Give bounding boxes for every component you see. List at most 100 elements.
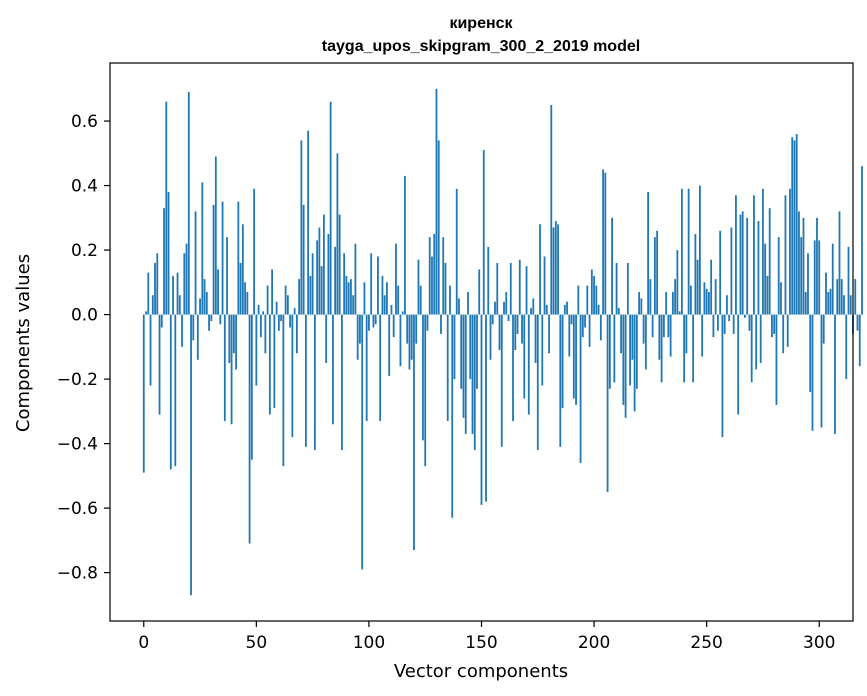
bar	[352, 295, 355, 315]
bar	[464, 314, 467, 434]
bar	[424, 314, 427, 467]
bar	[712, 314, 715, 338]
bar	[687, 188, 690, 315]
bar	[289, 314, 292, 328]
bar	[435, 88, 438, 315]
bar	[408, 314, 411, 370]
bar	[748, 314, 751, 331]
bar	[811, 314, 814, 431]
bar	[719, 230, 722, 315]
bar	[476, 314, 478, 389]
bar	[676, 250, 679, 315]
bar	[845, 314, 848, 380]
bar	[861, 166, 863, 315]
bar	[705, 288, 708, 315]
bar	[415, 314, 418, 344]
bar	[217, 269, 219, 315]
bar	[651, 314, 654, 338]
bar	[775, 314, 778, 405]
bar	[545, 304, 548, 315]
bar	[221, 201, 224, 315]
bar	[496, 262, 499, 315]
bar	[309, 275, 312, 315]
bar	[203, 279, 206, 315]
bar	[633, 314, 636, 412]
x-tick-label: 150	[465, 633, 497, 653]
bar	[584, 314, 586, 328]
bar	[685, 314, 688, 354]
bar	[604, 172, 607, 315]
bar	[494, 301, 496, 315]
y-tick-label: 0.4	[71, 177, 98, 197]
bar	[714, 279, 717, 315]
bar	[611, 217, 613, 315]
bar	[642, 314, 645, 344]
bar	[431, 256, 433, 315]
bar	[331, 314, 334, 425]
bar	[277, 314, 280, 331]
bar	[843, 295, 845, 315]
bar	[257, 304, 260, 315]
bar	[649, 279, 652, 315]
bar	[286, 295, 289, 315]
bar	[554, 221, 557, 315]
x-tick-label: 100	[353, 633, 385, 653]
bar	[241, 224, 244, 315]
bar	[262, 311, 265, 315]
bar	[282, 314, 285, 467]
bar	[674, 279, 677, 315]
bar	[678, 311, 681, 315]
x-axis-label: Vector components	[394, 661, 568, 682]
bar	[820, 314, 823, 428]
bar	[764, 243, 767, 315]
bar	[183, 253, 186, 315]
bar	[192, 314, 195, 341]
bar	[831, 243, 834, 315]
bar	[721, 314, 724, 438]
bar	[572, 314, 575, 399]
bar	[437, 140, 440, 315]
bar	[471, 314, 474, 434]
bar	[597, 304, 600, 315]
bar	[327, 233, 330, 315]
y-tick-label: −0.8	[57, 564, 98, 584]
bar	[813, 240, 816, 315]
bar	[370, 253, 373, 315]
bar	[599, 314, 602, 341]
bar	[579, 314, 582, 463]
bar	[149, 314, 152, 386]
bar	[638, 292, 641, 315]
bar	[750, 314, 753, 383]
bar	[617, 308, 620, 315]
bar	[590, 269, 593, 315]
bar	[624, 314, 627, 418]
bar	[397, 285, 400, 315]
bar	[419, 285, 422, 315]
bar	[818, 240, 821, 315]
bar	[622, 314, 625, 405]
y-tick-label: 0.6	[71, 112, 98, 132]
bar	[768, 208, 771, 315]
chart-title-line1: киренск	[449, 15, 513, 32]
bar-series	[142, 88, 863, 596]
bar	[169, 314, 172, 470]
bar	[410, 314, 413, 360]
bar	[433, 233, 436, 315]
bar	[264, 314, 267, 354]
bar	[250, 314, 253, 460]
bar	[458, 298, 460, 315]
bar	[786, 314, 789, 347]
bar	[703, 282, 706, 315]
bar	[311, 253, 314, 315]
bar	[413, 314, 415, 551]
y-axis: −0.8 −0.6 −0.4 −0.2 0.0 0.2 0.4 0.6	[57, 112, 110, 584]
bar	[662, 314, 665, 338]
bar	[440, 314, 442, 334]
bar	[271, 269, 274, 315]
bar	[563, 304, 566, 315]
bar	[284, 285, 287, 315]
x-tick-label: 250	[690, 633, 722, 653]
bar	[791, 137, 794, 315]
bar	[800, 237, 803, 315]
